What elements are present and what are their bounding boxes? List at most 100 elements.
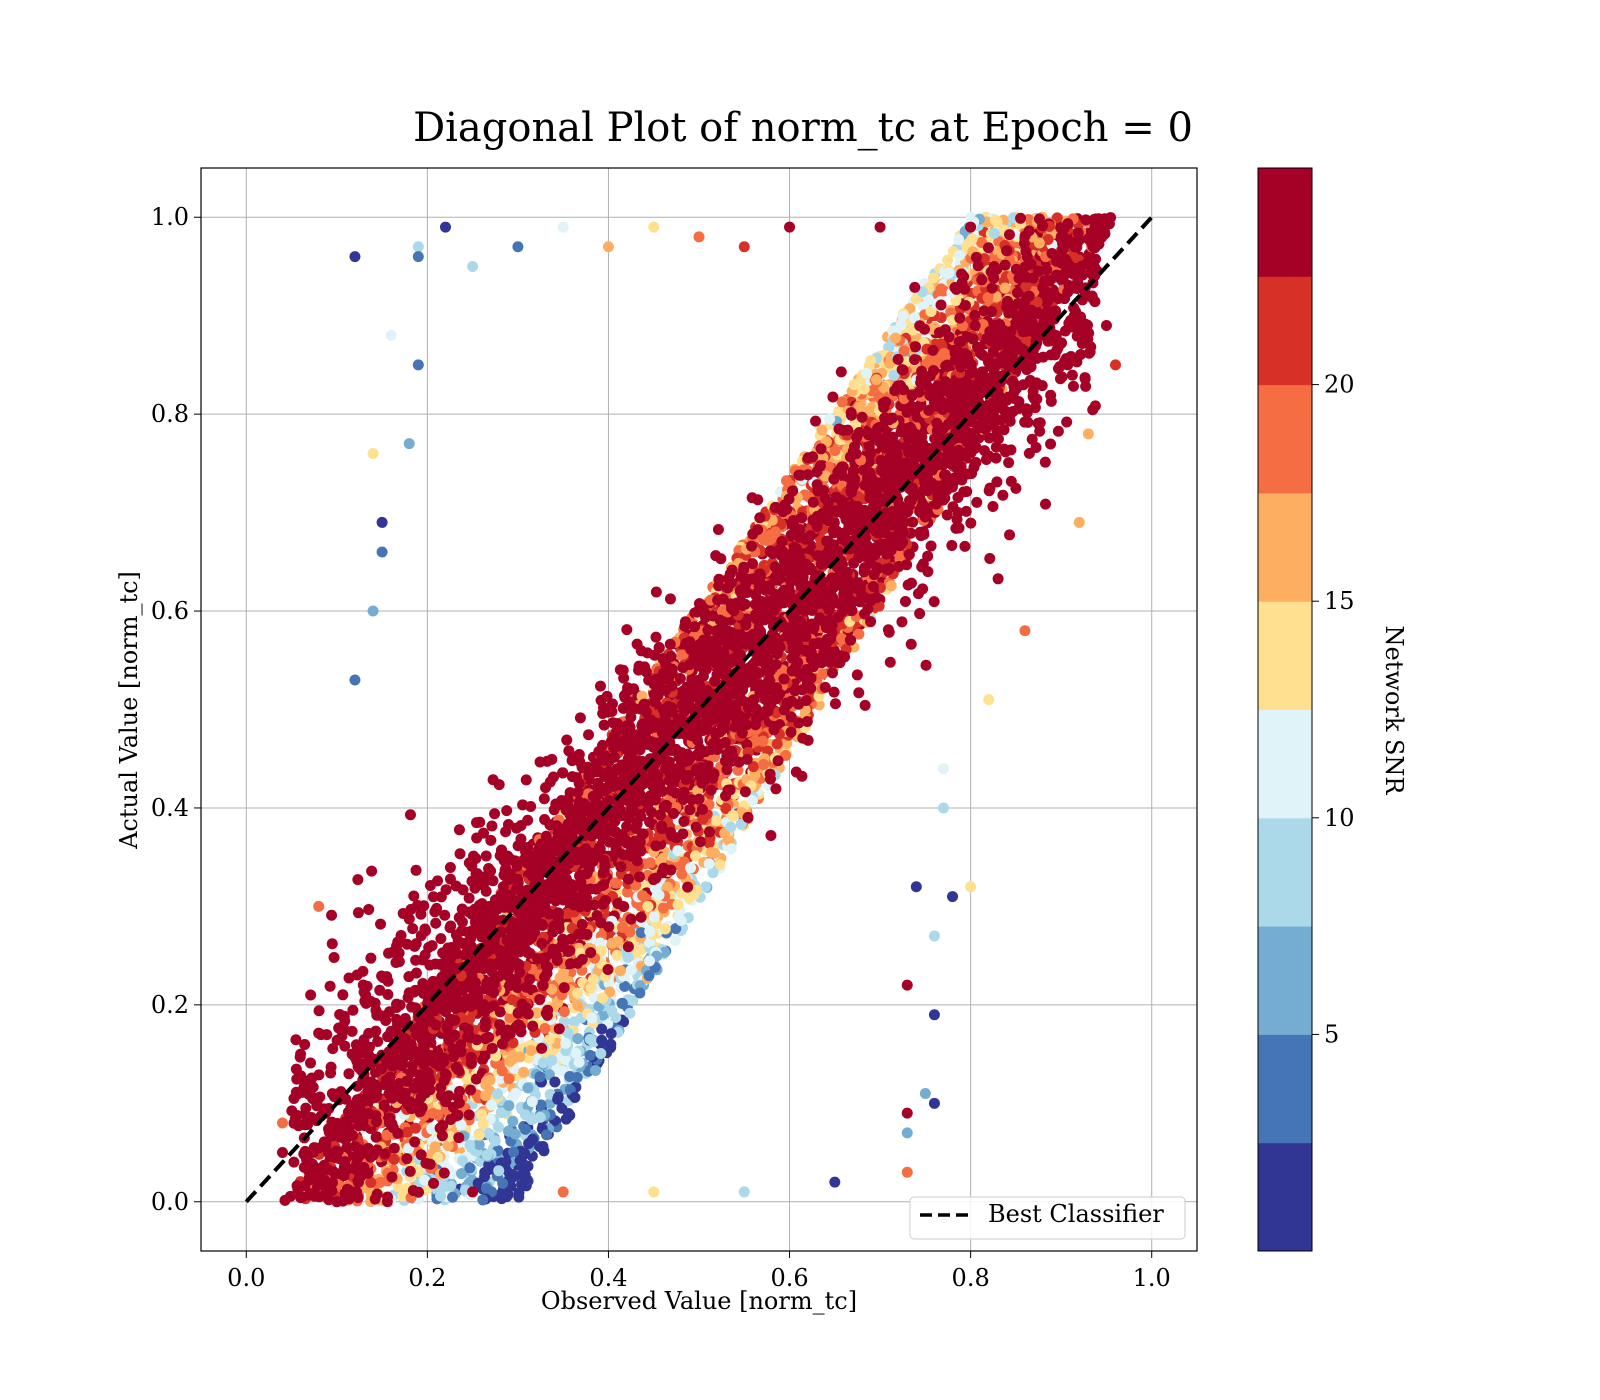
scatter-point [606,1005,618,1017]
scatter-point [661,881,673,893]
scatter-point [495,1107,507,1119]
scatter-point [935,283,947,295]
scatter-point [853,401,865,413]
scatter-point [473,1129,485,1141]
scatter-point [735,818,747,830]
scatter-point [635,810,647,822]
scatter-points [276,211,1122,1208]
scatter-point [585,982,597,994]
scatter-point [911,411,923,423]
scatter-point [999,282,1011,294]
scatter-point [527,1133,539,1145]
scatter-point [710,815,722,827]
scatter-point [650,840,662,852]
scatter-point [836,396,848,408]
scatter-point [477,1118,489,1130]
scatter-point [978,253,990,265]
scatter-point [496,1065,508,1077]
scatter-point [732,764,744,776]
scatter-point [1031,296,1043,308]
scatter-point [549,1076,561,1088]
scatter-point [885,580,897,592]
scatter-point [688,889,700,901]
scatter-point [697,813,709,825]
scatter-point [612,936,624,948]
scatter-point [861,367,873,379]
scatter-point [657,902,669,914]
scatter-point [507,1037,519,1049]
scatter-point [504,1002,516,1014]
scatter-point [531,1007,543,1019]
scatter-point [720,803,732,815]
scatter-point [659,923,671,935]
scatter-point [596,1023,608,1035]
scatter-point [1042,234,1054,246]
scatter-point [494,1189,506,1201]
scatter-point [481,1075,493,1087]
scatter-point [573,1056,585,1068]
scatter-point [630,879,642,891]
scatter-point [853,628,865,640]
scatter-point [489,1135,501,1147]
scatter-point [410,1122,422,1134]
scatter-point [823,604,835,616]
scatter-point [552,1093,564,1105]
scatter-point [614,965,626,977]
scatter-point [776,536,788,548]
scatter-point [596,992,608,1004]
scatter-point [624,926,636,938]
scatter-point [541,1129,553,1141]
scatter-point [597,1009,609,1021]
scatter-point [397,1190,409,1202]
scatter-point [935,338,947,350]
scatter-point [988,227,1000,239]
scatter-point [444,1181,456,1193]
scatter-point [493,1165,505,1177]
scatter-point [522,1082,534,1094]
scatter-point [605,1038,617,1050]
scatter-point [562,907,574,919]
scatter-point [888,369,900,381]
scatter-point [593,842,605,854]
scatter-point [714,859,726,871]
scatter-point [966,233,978,245]
scatter-point [624,1007,636,1019]
scatter-point [534,1071,546,1083]
scatter-point [477,1194,489,1206]
scatter-point [508,1052,520,1064]
scatter-point [509,1128,521,1140]
scatter-point [526,1096,538,1108]
scatter-point [746,795,758,807]
scatter-point [627,995,639,1007]
scatter-point [560,1054,572,1066]
scatter-point [817,668,829,680]
scatter-point [584,1049,596,1061]
scatter-point [587,974,599,986]
scatter-point [485,1099,497,1111]
scatter-point [645,857,657,869]
scatter-point [588,992,600,1004]
scatter-point [865,355,877,367]
scatter-point [507,1115,519,1127]
scatter-point [823,461,835,473]
scatter-point [901,406,913,418]
scatter-point [503,1073,515,1085]
scatter-point [690,821,702,833]
scatter-point [927,272,939,284]
scatter-point [513,1191,525,1203]
scatter-point [569,1092,581,1104]
scatter-point [597,739,609,751]
scatter-point [595,945,607,957]
scatter-point [747,761,759,773]
scatter-point [504,1012,516,1024]
scatter-point [464,1139,476,1151]
scatter-point [991,216,1003,228]
scatter-point [672,845,684,857]
scatter-point [492,1121,504,1133]
scatter-point [576,918,588,930]
scatter-point [642,900,654,912]
scatter-point [873,600,885,612]
scatter-point [483,1128,495,1140]
scatter-point [543,1034,555,1046]
scatter-point [858,383,870,395]
